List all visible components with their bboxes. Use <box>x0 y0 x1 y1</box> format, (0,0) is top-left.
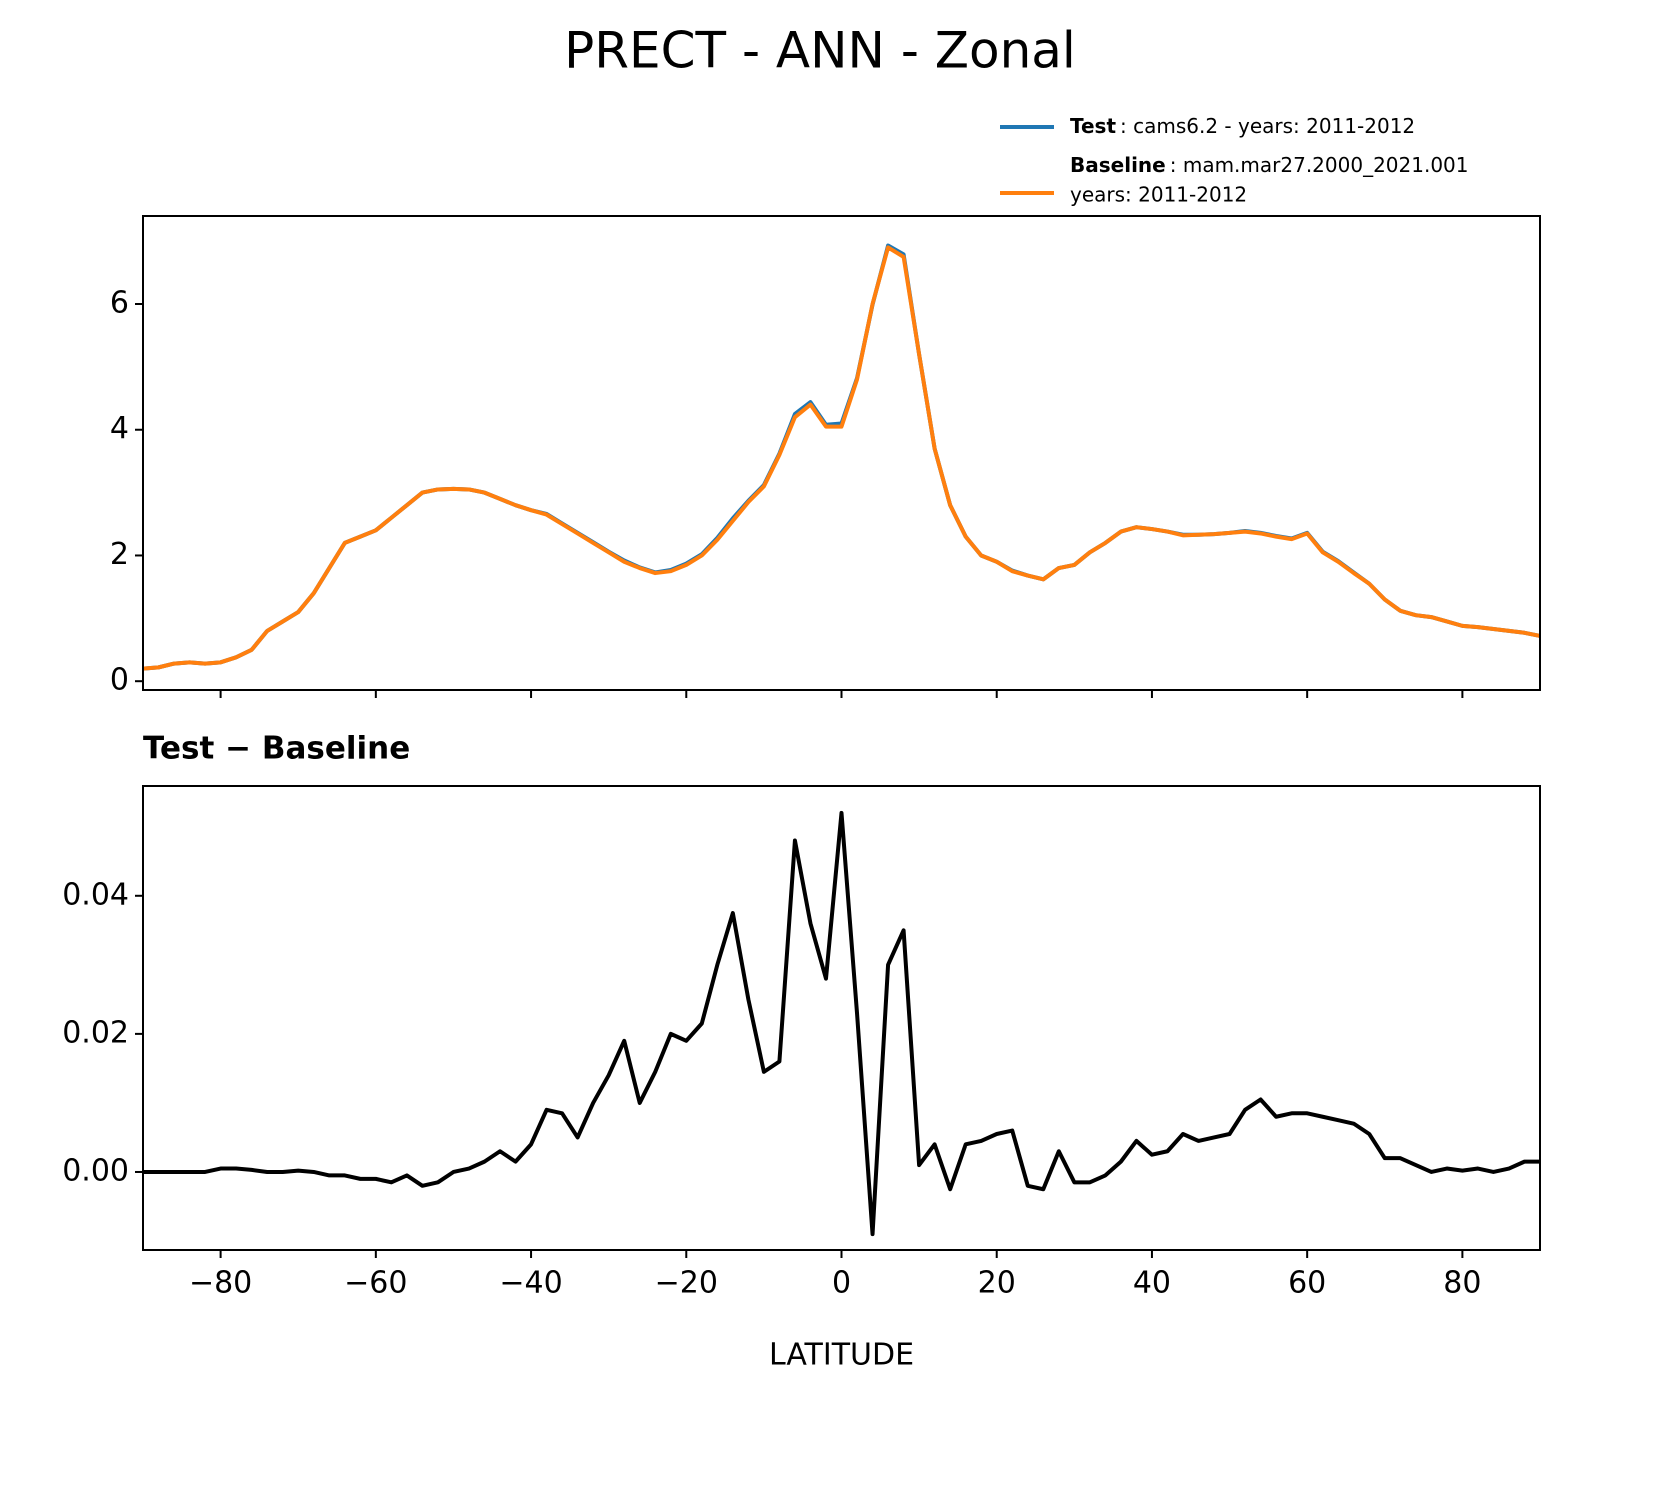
x-tick-label: −80 <box>189 1266 252 1301</box>
legend-label: Baseline: mam.mar27.2000_2021.001 <box>1070 153 1469 177</box>
y-tick-label: 0.00 <box>62 1153 129 1188</box>
x-tick-label: 20 <box>978 1266 1016 1301</box>
axes-frame <box>142 215 1541 691</box>
x-axis-label: LATITUDE <box>769 1338 914 1373</box>
legend-name: Baseline <box>1070 153 1166 177</box>
y-tick-label: 0 <box>110 663 129 698</box>
y-tick-label: 4 <box>110 411 129 446</box>
y-tick-label: 0.02 <box>62 1015 129 1050</box>
axes-frame <box>142 785 1541 1251</box>
x-tick-label: 0 <box>832 1266 851 1301</box>
y-tick-label: 0.04 <box>62 877 129 912</box>
y-tick-label: 2 <box>110 537 129 572</box>
legend-text: years: 2011-2012 <box>1070 183 1247 207</box>
legend-label: Test: cams6.2 - years: 2011-2012 <box>1070 114 1415 138</box>
axes-title: Test − Baseline <box>143 731 410 767</box>
x-tick-label: 60 <box>1288 1266 1326 1301</box>
series-line <box>143 245 1540 671</box>
x-tick-label: −40 <box>499 1266 562 1301</box>
x-tick-label: −60 <box>344 1266 407 1301</box>
series-line <box>143 810 1540 1237</box>
x-tick-label: −20 <box>655 1266 718 1301</box>
legend-name: Test <box>1070 114 1116 138</box>
figure-title: PRECT - ANN - Zonal <box>564 22 1076 80</box>
legend-text: : cams6.2 - years: 2011-2012 <box>1120 114 1415 138</box>
x-tick-label: 40 <box>1133 1266 1171 1301</box>
y-tick-label: 6 <box>110 286 129 321</box>
legend-text: : mam.mar27.2000_2021.001 <box>1170 153 1469 177</box>
x-tick-label: 80 <box>1443 1266 1481 1301</box>
